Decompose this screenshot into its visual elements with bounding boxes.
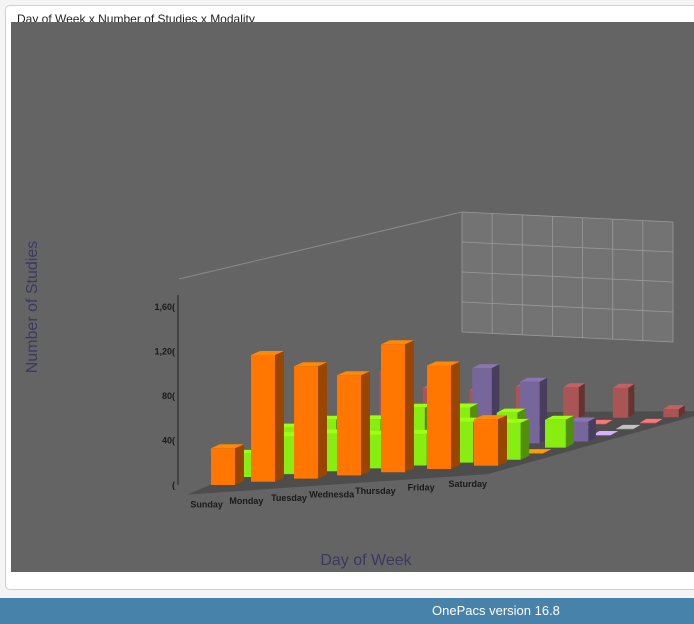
y-axis-title: Number of Studies (24, 241, 41, 374)
axes: (40( 80( 1,20( 1,60( Sunday Monday Tuesday Wedn… (154, 295, 487, 510)
bar-side (628, 383, 635, 418)
x-tick-label: Wednesda (309, 489, 355, 499)
bar-top (545, 415, 574, 420)
bar-side (578, 383, 585, 419)
bar (639, 418, 663, 424)
x-tick-label: Saturday (449, 479, 488, 489)
bar-front (251, 355, 275, 482)
bar-side (656, 418, 663, 424)
bar-front (294, 366, 318, 479)
bar-top (639, 418, 663, 423)
grid-line-h (461, 271, 674, 283)
bar-side (451, 361, 460, 469)
bar-top (563, 383, 585, 388)
bar-front (474, 419, 498, 466)
bar-top (496, 408, 526, 413)
y-tick-label: 1,60( (154, 302, 175, 312)
bar (294, 362, 327, 479)
bar-front (545, 419, 566, 448)
bar-side (633, 424, 641, 430)
chart-area: (40( 80( 1,20( 1,60( Sunday Monday Tuesday Wedn… (11, 22, 694, 572)
bar-side (678, 405, 685, 418)
bar (381, 340, 414, 473)
bar-top (251, 351, 284, 355)
bar-side (610, 431, 619, 436)
bar-side (361, 371, 370, 476)
bar-top (294, 362, 327, 367)
bar (663, 405, 685, 418)
bar-side (565, 415, 574, 448)
bar-side (498, 415, 507, 466)
version-text: OnePacs version 16.8 (432, 603, 560, 618)
bar-top (474, 415, 507, 420)
bar-top (592, 431, 619, 435)
x-tick-label: Sunday (190, 500, 223, 510)
bar (211, 444, 244, 485)
x-tick-label: Monday (229, 496, 263, 506)
bar-side (543, 449, 552, 454)
bar-front (211, 448, 235, 485)
grid-line-h (461, 241, 674, 253)
bar-side (275, 351, 284, 482)
bar-top (472, 364, 500, 369)
bar (251, 351, 284, 482)
bar-side (235, 444, 244, 485)
bar-front (663, 409, 679, 418)
bar-side (405, 340, 414, 473)
bar-front (612, 387, 629, 418)
bar-side (606, 419, 613, 425)
left-wall-top-edge (178, 211, 463, 280)
x-tick-label: Tuesday (271, 493, 307, 503)
bar-side (520, 418, 530, 460)
grid-line-h (461, 211, 674, 223)
bar-top (337, 371, 370, 376)
chart-svg: (40( 80( 1,20( 1,60( Sunday Monday Tuesday Wedn… (24, 211, 694, 569)
bar-top (519, 377, 548, 382)
bar-top (427, 361, 460, 366)
grid-line-h (461, 301, 674, 313)
y-tick-label: 80( (162, 391, 175, 401)
bar-top (612, 383, 635, 388)
bars (211, 340, 685, 485)
y-tick-label: ( (172, 480, 175, 490)
y-tick-label: 1,20( (154, 347, 175, 357)
bar-front (563, 387, 579, 419)
y-tick-label: 40( (162, 436, 175, 446)
bar (545, 415, 574, 448)
footer-bar: OnePacs version 16.8 (0, 598, 694, 624)
bar-top (211, 444, 244, 449)
x-tick-label: Friday (408, 482, 435, 492)
bar (427, 361, 460, 469)
bar-top (616, 424, 641, 429)
bar-front (427, 365, 451, 469)
x-tick-label: Thursday (355, 486, 396, 496)
bar (337, 371, 370, 476)
bar-top (663, 405, 685, 410)
bar (563, 383, 585, 419)
bar-side (588, 417, 596, 442)
bar-front (337, 375, 361, 476)
bar (612, 383, 635, 418)
x-axis-title: Day of Week (320, 552, 412, 569)
grid-line-h (461, 331, 674, 343)
bar (592, 431, 619, 436)
bar (616, 424, 641, 430)
bar (474, 415, 507, 466)
bar-top (568, 417, 596, 422)
bar-side (318, 362, 327, 479)
bar-top (381, 340, 414, 345)
bar-front (381, 344, 405, 473)
